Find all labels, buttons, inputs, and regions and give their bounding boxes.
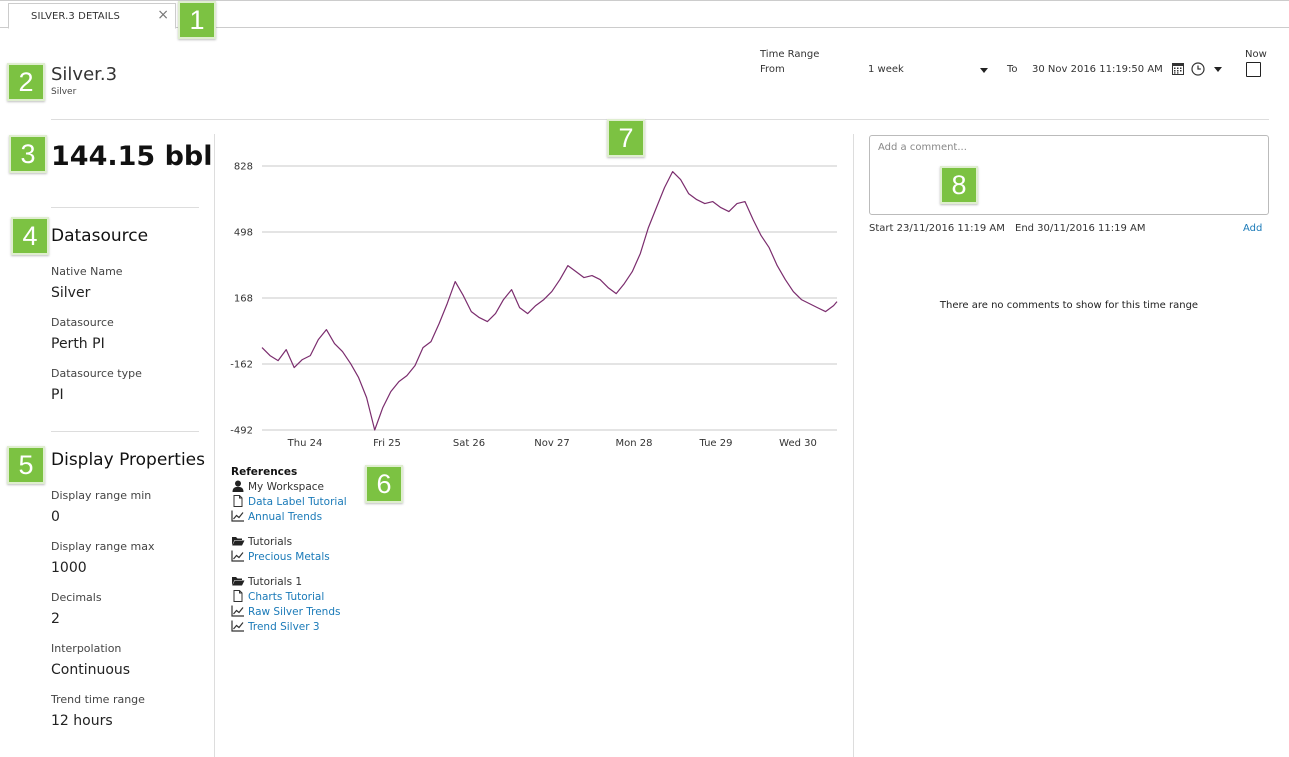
to-label: To	[1007, 64, 1018, 75]
now-checkbox[interactable]	[1246, 62, 1261, 77]
callout-badge: 3	[9, 135, 47, 173]
time-range-select[interactable]: 1 week	[866, 63, 990, 79]
reference-link[interactable]: Annual Trends	[248, 511, 323, 523]
x-tick-label: Sat 26	[453, 438, 485, 449]
callout-badge: 5	[7, 446, 45, 484]
native-name-value: Silver	[51, 285, 91, 301]
datasource-title: Datasource	[51, 226, 149, 246]
tab-label: SILVER.3 DETAILS	[31, 11, 120, 22]
native-name-label: Native Name	[51, 265, 123, 278]
page-title: Silver.3	[51, 64, 118, 85]
folder-open-icon	[232, 577, 245, 586]
reference-group: Tutorials 1	[231, 575, 302, 590]
trend-time-range-value: 12 hours	[51, 713, 113, 729]
series-line	[261, 171, 838, 431]
reference-group-name: Tutorials	[248, 536, 293, 548]
display-range-min-label: Display range min	[51, 489, 152, 502]
document-icon	[233, 495, 243, 507]
x-tick-label: Wed 30	[779, 438, 817, 449]
y-tick-label: -492	[230, 426, 253, 437]
user-icon	[232, 480, 244, 492]
section-divider	[51, 431, 199, 432]
comment-start-date: Start 23/11/2016 11:19 AM	[869, 223, 1005, 234]
chevron-down-icon	[1214, 67, 1222, 72]
datasource-value: Perth PI	[51, 336, 105, 352]
header-divider	[51, 119, 1269, 120]
reference-item[interactable]: Charts Tutorial	[231, 590, 324, 605]
clock-icon[interactable]	[1191, 62, 1225, 76]
now-label: Now	[1245, 49, 1267, 60]
reference-link[interactable]: Trend Silver 3	[248, 621, 320, 633]
right-panel-divider	[853, 134, 854, 757]
display-properties-title: Display Properties	[51, 450, 205, 470]
reference-group: Tutorials	[231, 535, 292, 550]
x-tick-label: Nov 27	[534, 438, 569, 449]
display-range-max-value: 1000	[51, 560, 87, 576]
y-tick-label: -162	[230, 360, 253, 371]
trend-chart[interactable]: 828 498 168 -162 -492 Thu 24 Fri 25 Sat 26 Nov 2…	[222, 150, 842, 455]
decimals-label: Decimals	[51, 591, 102, 604]
decimals-value: 2	[51, 611, 60, 627]
reference-link[interactable]: Raw Silver Trends	[248, 606, 341, 618]
reference-item[interactable]: Data Label Tutorial	[231, 495, 347, 510]
callout-badge: 6	[365, 465, 403, 503]
reference-group-name: Tutorials 1	[248, 576, 303, 588]
calendar-icon[interactable]	[1172, 62, 1184, 75]
callout-badge: 4	[11, 217, 49, 255]
section-divider	[51, 207, 199, 208]
reference-link[interactable]: Charts Tutorial	[248, 591, 325, 603]
trend-icon	[231, 605, 244, 617]
datasource-label: Datasource	[51, 316, 114, 329]
reference-group: My Workspace	[231, 480, 324, 495]
chevron-down-icon	[980, 68, 988, 73]
to-datetime[interactable]: 30 Nov 2016 11:19:50 AM	[1032, 64, 1163, 75]
reference-item[interactable]: Trend Silver 3	[231, 620, 320, 635]
callout-badge: 1	[178, 1, 216, 39]
x-tick-label: Mon 28	[616, 438, 653, 449]
reference-link[interactable]: Data Label Tutorial	[248, 496, 347, 508]
y-tick-label: 168	[234, 294, 253, 305]
y-tick-label: 828	[234, 162, 253, 173]
reference-item[interactable]: Annual Trends	[231, 510, 322, 525]
time-range-value: 1 week	[868, 64, 904, 75]
reference-group-name: My Workspace	[248, 481, 325, 493]
x-tick-label: Thu 24	[287, 438, 323, 449]
display-range-max-label: Display range max	[51, 540, 155, 553]
x-tick-label: Tue 29	[699, 438, 733, 449]
callout-badge: 2	[7, 63, 45, 101]
no-comments-message: There are no comments to show for this t…	[939, 300, 1199, 311]
trend-icon	[231, 550, 244, 562]
comment-input[interactable]: Add a comment...	[869, 135, 1269, 215]
comment-end-date: End 30/11/2016 11:19 AM	[1015, 223, 1146, 234]
x-tick-label: Fri 25	[373, 438, 401, 449]
y-tick-label: 498	[234, 228, 253, 239]
callout-badge: 8	[940, 166, 978, 204]
page-subtitle: Silver	[51, 87, 77, 97]
references-title: References	[231, 466, 298, 478]
datasource-type-value: PI	[51, 387, 64, 403]
left-panel-divider	[214, 134, 215, 757]
reference-link[interactable]: Precious Metals	[248, 551, 330, 563]
tab-silver-details[interactable]: SILVER.3 DETAILS ×	[8, 3, 176, 29]
close-icon[interactable]: ×	[157, 7, 169, 23]
reference-item[interactable]: Raw Silver Trends	[231, 605, 340, 620]
callout-badge: 7	[607, 119, 645, 157]
from-label: From	[760, 64, 785, 75]
folder-open-icon	[232, 537, 245, 546]
interpolation-label: Interpolation	[51, 642, 122, 655]
datasource-type-label: Datasource type	[51, 367, 142, 380]
display-range-min-value: 0	[51, 509, 60, 525]
trend-icon	[231, 510, 244, 522]
time-range-label: Time Range	[760, 49, 820, 60]
add-comment-button[interactable]: Add	[1243, 223, 1263, 234]
document-icon	[233, 590, 243, 602]
trend-time-range-label: Trend time range	[51, 693, 145, 706]
interpolation-value: Continuous	[51, 662, 131, 678]
trend-icon	[231, 620, 244, 632]
current-value: 144.15 bbl	[51, 141, 213, 172]
reference-item[interactable]: Precious Metals	[231, 550, 330, 565]
